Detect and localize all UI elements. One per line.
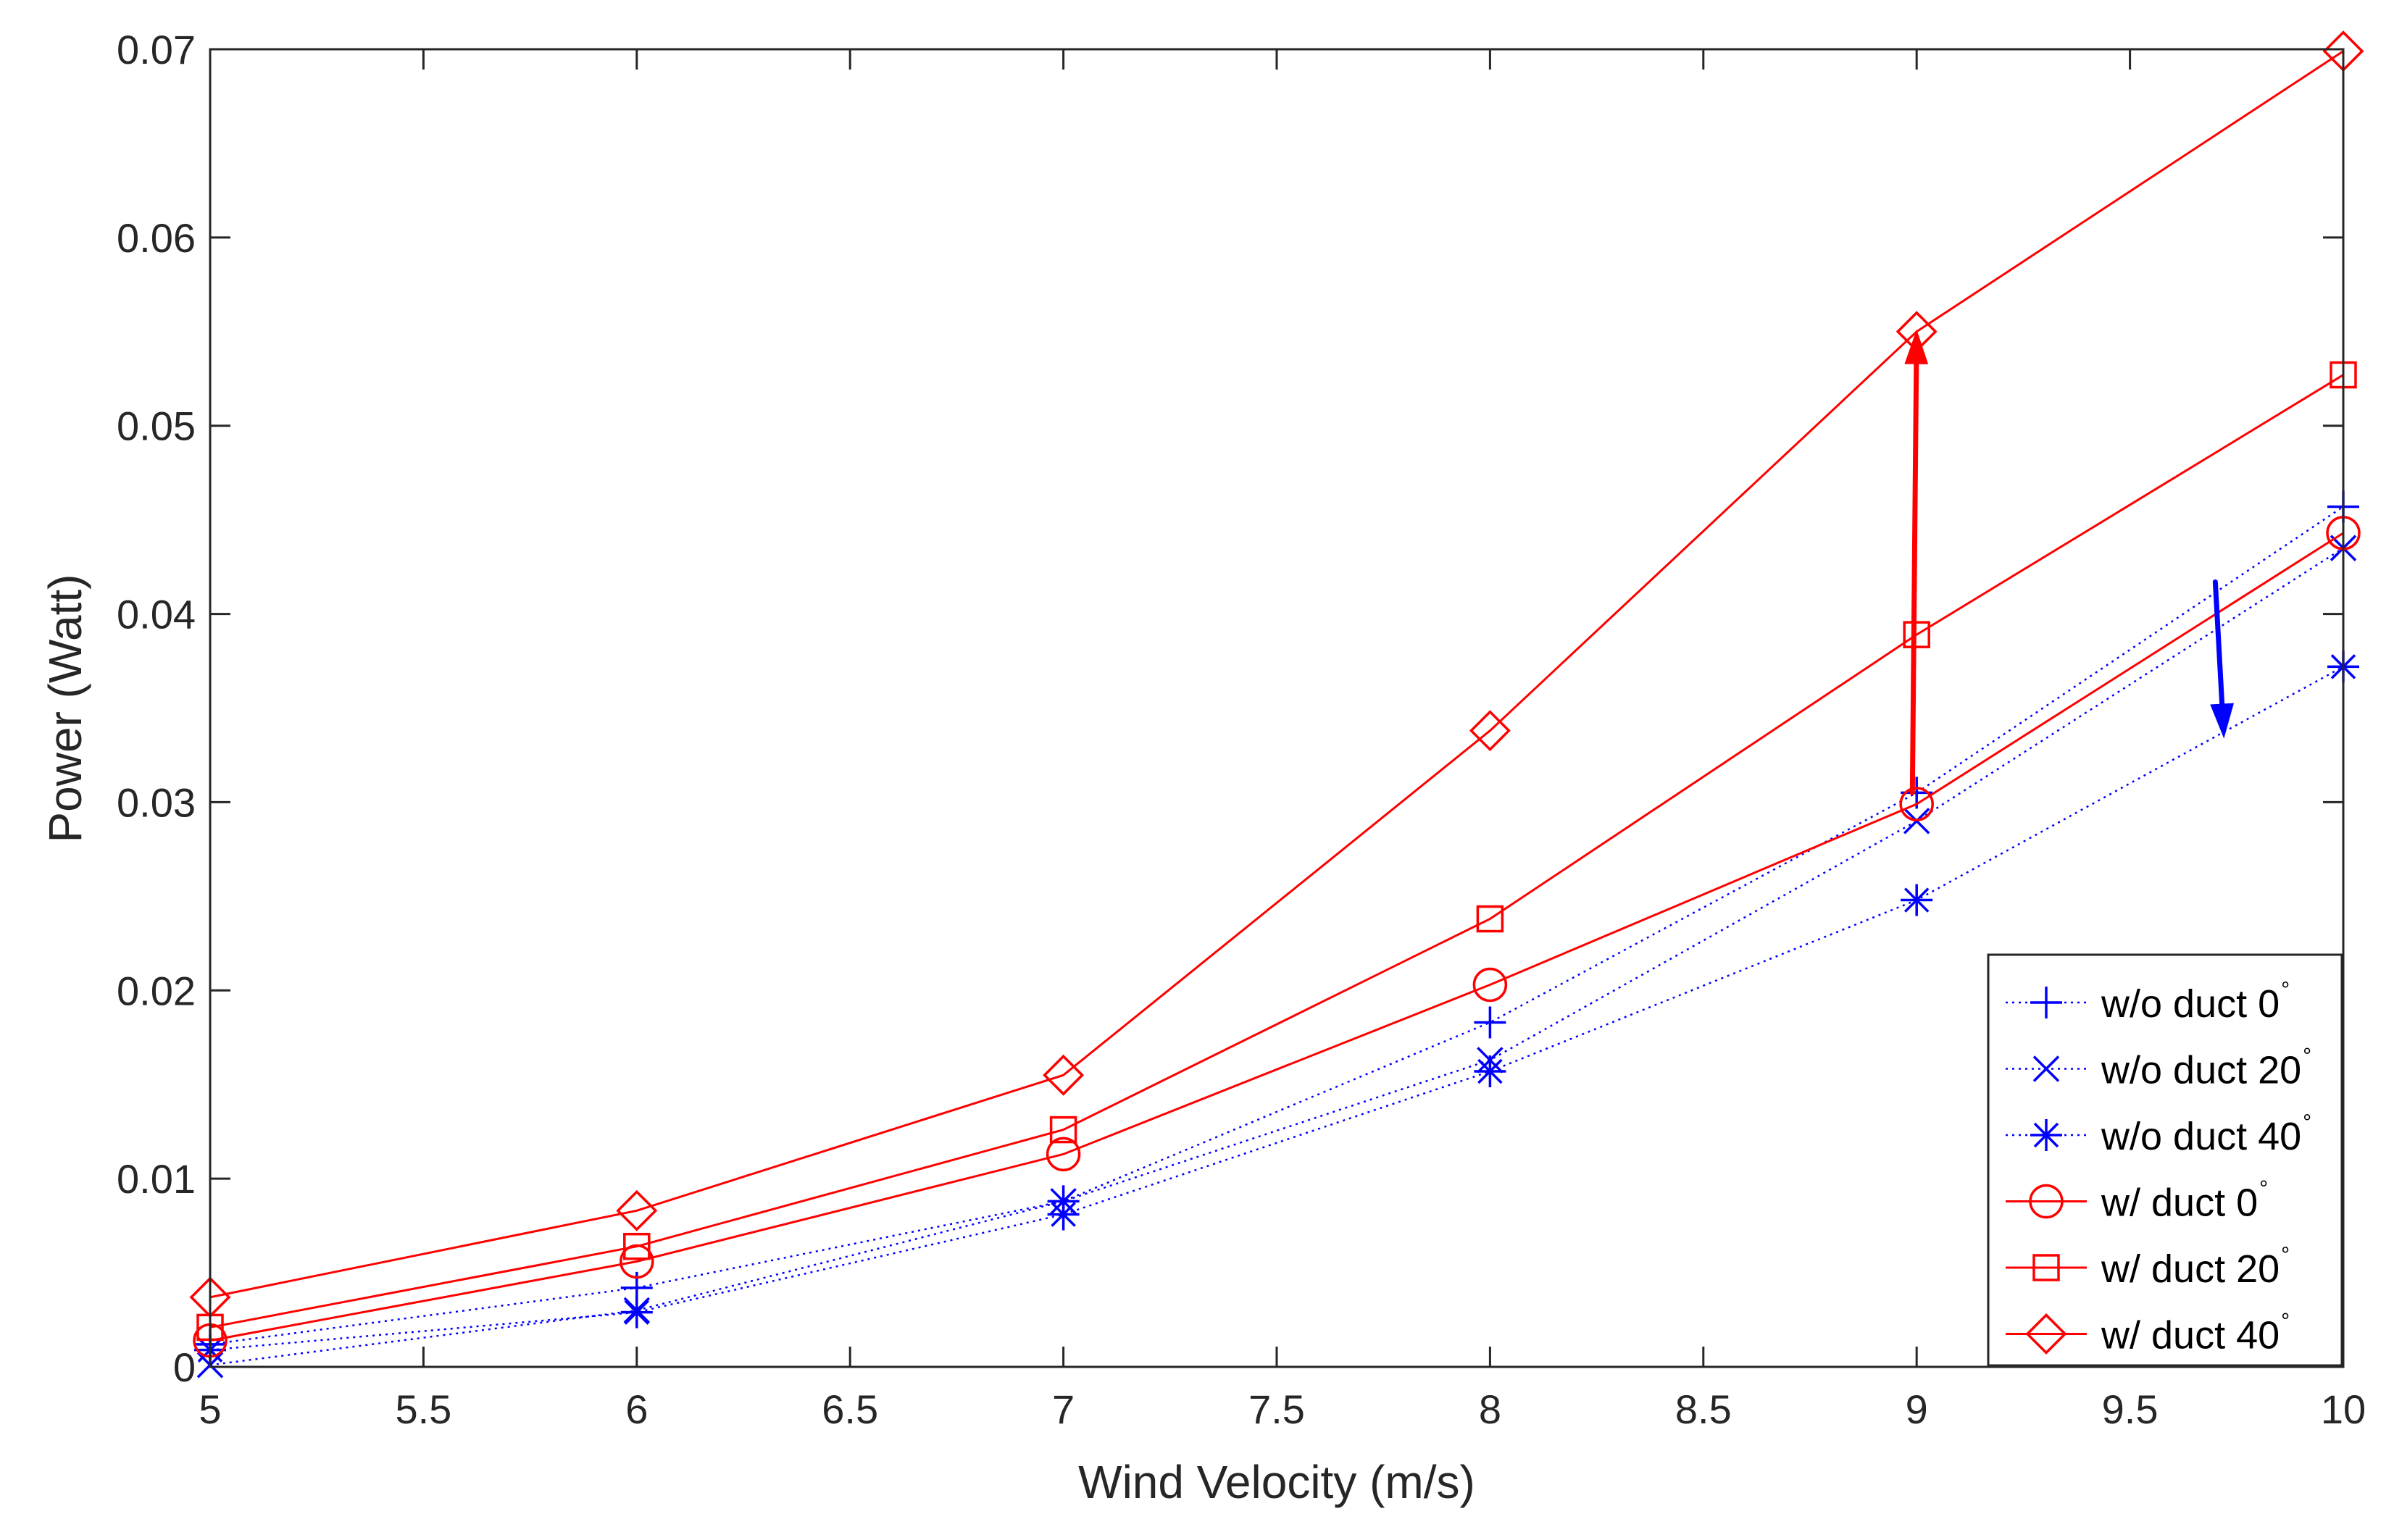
x-tick-label: 8.5	[1675, 1386, 1732, 1432]
legend-marker	[2030, 1119, 2062, 1151]
x-tick-label: 9.5	[2102, 1386, 2159, 1432]
legend-label: w/o duct 20	[2101, 1049, 2301, 1092]
x-tick-label: 7.5	[1248, 1386, 1305, 1432]
data-point	[1901, 884, 1933, 916]
series-line	[209, 666, 2344, 1351]
legend-label: w/ duct 0	[2101, 1181, 2258, 1225]
legend-marker	[2029, 1184, 2064, 1219]
legend-degree-symbol: °	[2281, 1310, 2290, 1334]
legend-marker	[2032, 1254, 2060, 1281]
legend-entry: w/ duct 0 °	[2006, 1177, 2268, 1225]
legend-entry: w/ duct 20 °	[2006, 1243, 2290, 1291]
series-line	[209, 374, 2344, 1328]
annotation-arrow	[2210, 579, 2235, 739]
annotation-arrows	[1904, 329, 2235, 795]
series-line	[209, 50, 2344, 1299]
annotation-arrow	[1904, 329, 1929, 795]
legend: w/o duct 0 °w/o duct 20 °w/o duct 40 °w/ du…	[1987, 953, 2343, 1367]
series-square	[196, 361, 2357, 1342]
y-tick-label: 0	[173, 1344, 196, 1390]
data-point	[1474, 1055, 1506, 1088]
x-tick-label: 6.5	[822, 1386, 878, 1432]
series-layer	[189, 30, 2364, 1378]
legend-box	[1987, 953, 2343, 1367]
x-tick-label: 7	[1052, 1386, 1075, 1432]
data-point	[1043, 1054, 1085, 1096]
y-tick-label: 0.01	[117, 1156, 196, 1202]
y-tick-label: 0.06	[117, 215, 196, 261]
legend-entry: w/o duct 40 °	[2006, 1110, 2311, 1158]
y-tick-label: 0.04	[117, 592, 196, 637]
data-point	[1047, 1198, 1080, 1231]
legend-degree-symbol: °	[2281, 1243, 2290, 1267]
x-tick-label: 8	[1479, 1386, 1501, 1432]
legend-degree-symbol: °	[2281, 978, 2290, 1002]
data-point	[1903, 621, 1930, 648]
legend-degree-symbol: °	[2303, 1110, 2311, 1134]
data-point	[1472, 967, 1508, 1003]
legend-marker	[2030, 987, 2062, 1018]
data-point	[620, 1296, 653, 1328]
data-point	[1476, 905, 1504, 933]
data-point	[1046, 1137, 1081, 1172]
x-tick-label: 6	[625, 1386, 648, 1432]
legend-entry: w/o duct 0 °	[2006, 978, 2290, 1026]
legend-label: w/ duct 40	[2101, 1314, 2280, 1357]
legend-degree-symbol: °	[2303, 1045, 2311, 1068]
x-tick-label: 10	[2321, 1386, 2366, 1432]
series-line	[209, 506, 2344, 1346]
y-axis-title: Power (Watt)	[39, 574, 91, 843]
legend-label: w/ duct 20	[2101, 1247, 2280, 1291]
legend-entry: w/o duct 20 °	[2006, 1045, 2311, 1092]
y-tick-labels: 0 0.01 0.02 0.03 0.04 0.05 0.06 0.07	[117, 27, 196, 1390]
data-point	[623, 1232, 651, 1260]
data-point	[616, 1189, 658, 1231]
x-axis-title: Wind Velocity (m/s)	[1078, 1456, 1475, 1508]
legend-entries: w/o duct 0 °w/o duct 20 °w/o duct 40 °w/ du…	[2006, 978, 2311, 1357]
y-tick-label: 0.05	[117, 403, 196, 449]
legend-marker	[2025, 1313, 2067, 1355]
data-point	[1049, 1116, 1077, 1144]
legend-marker	[2032, 1055, 2060, 1082]
legend-entry: w/ duct 40 °	[2006, 1310, 2290, 1357]
x-tick-label: 9	[1906, 1386, 1928, 1432]
plot-frame	[209, 48, 2345, 1368]
x-tick-labels: 5 5.5 6 6.5 7 7.5 8 8.5 9 9.5 10	[199, 1386, 2366, 1432]
series-line	[209, 532, 2344, 1342]
y-tick-label: 0.03	[117, 779, 196, 825]
data-point	[1469, 710, 1511, 752]
legend-label: w/o duct 0	[2101, 982, 2280, 1026]
y-tick-label: 0.02	[117, 968, 196, 1013]
y-tick-label: 0.07	[117, 27, 196, 72]
x-tick-label: 5.5	[395, 1386, 451, 1432]
x-tick-label: 5	[199, 1386, 221, 1432]
legend-degree-symbol: °	[2259, 1177, 2268, 1201]
legend-label: w/o duct 40	[2101, 1115, 2301, 1158]
data-point	[1899, 787, 1934, 821]
data-point	[1474, 1006, 1506, 1039]
